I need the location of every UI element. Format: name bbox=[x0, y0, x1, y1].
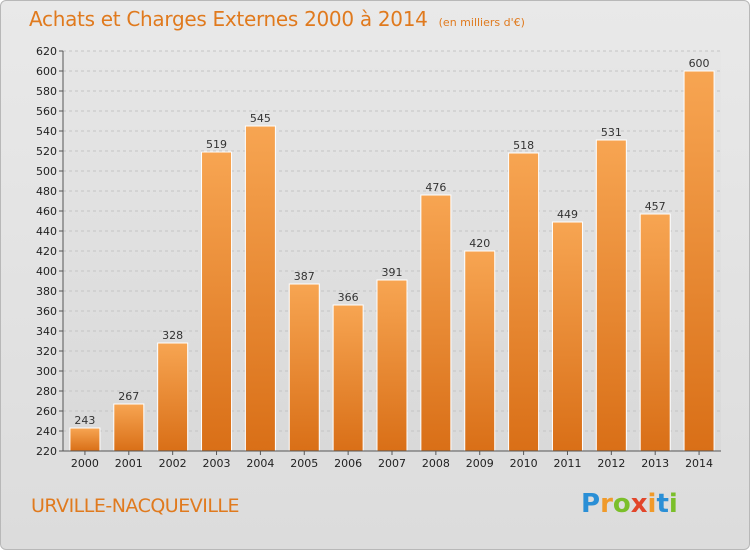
y-tick-label: 400 bbox=[36, 265, 57, 278]
x-tick-label-2001: 2001 bbox=[115, 457, 143, 470]
bar-2006 bbox=[332, 304, 364, 452]
logo-letter: r bbox=[600, 489, 613, 519]
y-tick-label: 560 bbox=[36, 105, 57, 118]
value-label-2006: 366 bbox=[338, 291, 359, 304]
y-tick-label: 360 bbox=[36, 305, 57, 318]
location-label: URVILLE-NACQUEVILLE bbox=[31, 495, 240, 517]
proxiti-logo: Proxiti bbox=[581, 489, 678, 519]
y-tick-label: 580 bbox=[36, 85, 57, 98]
y-tick-label: 220 bbox=[36, 445, 57, 458]
y-tick-label: 440 bbox=[36, 225, 57, 238]
value-label-2010: 518 bbox=[513, 139, 534, 152]
x-tick-label-2014: 2014 bbox=[685, 457, 713, 470]
logo-letter: t bbox=[656, 489, 669, 519]
value-label-2007: 391 bbox=[382, 266, 403, 279]
value-label-2005: 387 bbox=[294, 270, 315, 283]
x-tick-label-2007: 2007 bbox=[378, 457, 406, 470]
x-tick-label-2000: 2000 bbox=[71, 457, 99, 470]
y-tick-label: 240 bbox=[36, 425, 57, 438]
bar-2013 bbox=[639, 213, 671, 452]
y-tick-label: 320 bbox=[36, 345, 57, 358]
x-tick-label-2008: 2008 bbox=[422, 457, 450, 470]
x-tick-label-2003: 2003 bbox=[203, 457, 231, 470]
logo-letter: o bbox=[612, 489, 631, 519]
value-label-2003: 519 bbox=[206, 138, 227, 151]
value-label-2014: 600 bbox=[689, 57, 710, 70]
value-label-2011: 449 bbox=[557, 208, 578, 221]
bar-2014 bbox=[683, 70, 715, 452]
logo-letter: P bbox=[581, 489, 601, 519]
logo-letter: i bbox=[668, 489, 678, 519]
value-label-2012: 531 bbox=[601, 126, 622, 139]
logo-letter: x bbox=[630, 489, 648, 519]
bar-2003 bbox=[201, 151, 233, 452]
y-tick-label: 600 bbox=[36, 65, 57, 78]
bar-2000 bbox=[69, 427, 101, 452]
value-label-2008: 476 bbox=[425, 181, 446, 194]
bar-2004 bbox=[244, 125, 276, 452]
bar-2010 bbox=[508, 152, 540, 452]
y-tick-label: 260 bbox=[36, 405, 57, 418]
value-label-2009: 420 bbox=[469, 237, 490, 250]
y-tick-label: 480 bbox=[36, 185, 57, 198]
bar-2005 bbox=[288, 283, 320, 452]
chart-title: Achats et Charges Externes 2000 à 2014 bbox=[29, 7, 428, 31]
y-tick-label: 500 bbox=[36, 165, 57, 178]
y-tick-label: 540 bbox=[36, 125, 57, 138]
bars bbox=[69, 70, 715, 452]
x-tick-label-2010: 2010 bbox=[510, 457, 538, 470]
bar-2012 bbox=[595, 139, 627, 452]
y-tick-label: 520 bbox=[36, 145, 57, 158]
y-tick-label: 620 bbox=[36, 45, 57, 58]
bar-2007 bbox=[376, 279, 408, 452]
y-tick-label: 460 bbox=[36, 205, 57, 218]
value-label-2004: 545 bbox=[250, 112, 271, 125]
y-tick-label: 340 bbox=[36, 325, 57, 338]
x-tick-label-2011: 2011 bbox=[553, 457, 581, 470]
x-tick-label-2004: 2004 bbox=[246, 457, 274, 470]
bar-2011 bbox=[551, 221, 583, 452]
y-tick-label: 380 bbox=[36, 285, 57, 298]
x-tick-label-2006: 2006 bbox=[334, 457, 362, 470]
value-label-2000: 243 bbox=[74, 414, 95, 427]
logo-letter: i bbox=[647, 489, 657, 519]
value-label-2013: 457 bbox=[645, 200, 666, 213]
x-tick-label-2009: 2009 bbox=[466, 457, 494, 470]
x-tick-label-2002: 2002 bbox=[159, 457, 187, 470]
y-tick-label: 280 bbox=[36, 385, 57, 398]
x-tick-label-2012: 2012 bbox=[597, 457, 625, 470]
x-axis: 2000 2001 2002 2003 2004 2005 2006 2007 2008 2009… bbox=[63, 450, 721, 470]
title-row: Achats et Charges Externes 2000 à 2014 (… bbox=[29, 7, 525, 31]
y-axis: 220 240 260 280 300 320 340 360 380 400 420 440 460 4… bbox=[36, 45, 64, 458]
value-labels: 243 267 328 519 545 387 366 391 476 420 518 449 531 4… bbox=[74, 57, 709, 427]
value-label-2001: 267 bbox=[118, 390, 139, 403]
bar-2002 bbox=[157, 342, 189, 452]
bar-2001 bbox=[113, 403, 145, 452]
x-tick-label-2013: 2013 bbox=[641, 457, 669, 470]
y-tick-label: 300 bbox=[36, 365, 57, 378]
bar-2009 bbox=[464, 250, 496, 452]
value-label-2002: 328 bbox=[162, 329, 183, 342]
x-tick-label-2005: 2005 bbox=[290, 457, 318, 470]
bar-2008 bbox=[420, 194, 452, 452]
unit-note: (en milliers d'€) bbox=[438, 16, 525, 29]
y-tick-label: 420 bbox=[36, 245, 57, 258]
